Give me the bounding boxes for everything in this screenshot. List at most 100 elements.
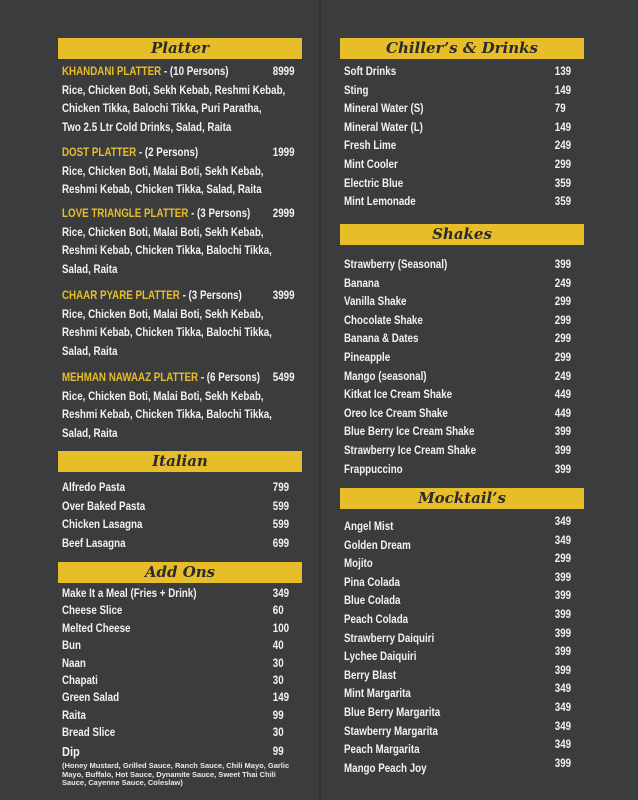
item-price: 60 (272, 605, 284, 618)
item-name: Bread Slice (62, 727, 116, 740)
item-name: Peach Margarita (344, 744, 420, 757)
dip-name: Dip (62, 744, 80, 759)
platter-name: LOVE TRIANGLE PLATTER (62, 208, 189, 220)
item-name: Vanilla Shake (344, 296, 407, 309)
platter-description: Rice, Chicken Boti, Malai Boti, Sekh Keb… (62, 308, 264, 321)
platter-description: Reshmi Kebab, Chicken Tikka, Balochi Tik… (62, 327, 272, 340)
dip-note-2: Hot Sauce, Dynamite Sauce, Sweet Thai Ch… (62, 769, 276, 788)
item-name: Mint Margarita (344, 688, 411, 701)
item-name: Beef Lasagna (62, 537, 126, 550)
item-name: Blue Berry Margarita (344, 706, 441, 719)
item-price: 149 (554, 84, 572, 97)
item-name: Soft Drinks (344, 66, 397, 78)
platter-price: 5499 (272, 372, 295, 384)
menu-item: Mango (seasonal) 249 (344, 368, 580, 387)
item-name: Mango (seasonal) (344, 370, 427, 383)
platter-description: Rice, Chicken Boti, Sekh Kebab, Reshmi K… (62, 84, 286, 97)
platter-description: Salad, Raita (62, 345, 118, 358)
platter-price: 3999 (272, 290, 295, 302)
menu-item: Alfredo Pasta 799 (62, 479, 298, 498)
menu-item: Banana 249 (344, 275, 580, 294)
item-price: 399 (554, 627, 572, 640)
item-price: 399 (554, 590, 572, 603)
item-name: Blue Berry Ice Cream Shake (344, 426, 475, 439)
menu-item: Golden Dream 349 (344, 535, 580, 556)
platter-name: CHAAR PYARE PLATTER (62, 290, 180, 302)
italian-header: Italian (58, 451, 302, 472)
item-name: Golden Dream (344, 539, 411, 552)
menu-item: Lychee Daiquiri 399 (344, 646, 580, 667)
item-price: 399 (554, 664, 572, 677)
menu-item: Oreo Ice Cream Shake 449 (344, 405, 580, 424)
item-price: 349 (554, 739, 572, 752)
item-price: 349 (554, 720, 572, 733)
item-name: Kitkat Ice Cream Shake (344, 389, 453, 402)
item-name: Oreo Ice Cream Shake (344, 407, 448, 420)
platter-description: Reshmi Kebab, Chicken Tikka, Salad, Rait… (62, 184, 262, 197)
menu-item: Electric Blue 359 (344, 175, 580, 194)
menu-item: Bread Slice 30 (62, 725, 298, 742)
right-column: Chiller’s & Drinks Soft Drinks 139 Sting 14… (340, 0, 584, 800)
dip-notes: (Honey Mustard, Grilled Sauce, Ranch Sau… (62, 761, 300, 788)
mocktails-header: Mocktail’s (340, 488, 584, 509)
item-name: Strawberry Daiquiri (344, 632, 435, 645)
item-price: 449 (554, 389, 572, 402)
menu-item: Mint Margarita 349 (344, 683, 580, 704)
item-price: 299 (554, 351, 572, 364)
item-name: Peach Colada (344, 613, 409, 626)
dip-item: Dip 99 (62, 743, 298, 762)
menu-item: Angel Mist 349 (344, 516, 580, 537)
item-name: Electric Blue (344, 177, 404, 190)
menu-item: Mint Lemonade 359 (344, 193, 580, 212)
italian-list: Alfredo Pasta 799 Over Baked Pasta 599 Chick… (62, 479, 298, 553)
menu-item: Banana & Dates 299 (344, 330, 580, 349)
item-name: Angel Mist (344, 521, 394, 533)
shakes-header: Shakes (340, 224, 584, 245)
item-price: 399 (554, 426, 572, 439)
item-name: Mango Peach Joy (344, 762, 427, 775)
item-name: Mineral Water (L) (344, 121, 423, 134)
item-price: 79 (554, 103, 566, 116)
menu-item: Blue Berry Margarita 349 (344, 702, 580, 723)
item-name: Chapati (62, 674, 98, 687)
item-price: 349 (554, 701, 572, 714)
item-price: 249 (554, 277, 572, 290)
item-name: Blue Colada (344, 595, 401, 608)
item-name: Melted Cheese (62, 622, 131, 635)
item-name: Mojito (344, 558, 373, 571)
item-price: 99 (272, 709, 284, 722)
drinks-header: Chiller’s & Drinks (340, 38, 584, 59)
menu-item: Strawberry Daiquiri 399 (344, 628, 580, 649)
platter-name: KHANDANI PLATTER (62, 66, 162, 78)
menu-item: Beef Lasagna 699 (62, 535, 298, 554)
menu-item: Green Salad 149 (62, 690, 298, 707)
item-name: Chicken Lasagna (62, 519, 143, 532)
item-price: 399 (554, 608, 572, 621)
platter-description: Rice, Chicken Boti, Malai Boti, Sekh Keb… (62, 165, 264, 178)
platter-item: CHAAR PYARE PLATTER - (3 Persons) 3999 Ric… (62, 287, 298, 361)
item-name: Berry Blast (344, 669, 397, 682)
menu-item: Cheese Slice 60 (62, 603, 298, 620)
dip-price: 99 (272, 746, 284, 758)
platter-item: MEHMAN NAWAAZ PLATTER - (6 Persons) 5499 R… (62, 369, 298, 443)
menu-item: Bun 40 (62, 638, 298, 655)
menu-item: Soft Drinks 139 (344, 63, 580, 82)
menu-item: Peach Margarita 349 (344, 739, 580, 760)
platter-description: Reshmi Kebab, Chicken Tikka, Balochi Tik… (62, 245, 272, 258)
mocktails-list: Angel Mist 349 Golden Dream 349 Mojito 299 Pin… (344, 516, 580, 778)
item-price: 349 (554, 516, 572, 528)
item-name: Green Salad (62, 692, 120, 705)
item-name: Pineapple (344, 351, 391, 364)
platter-description: Rice, Chicken Boti, Malai Boti, Sekh Keb… (62, 226, 264, 239)
menu-item: Chocolate Shake 299 (344, 312, 580, 331)
item-price: 30 (272, 657, 284, 670)
platter-price: 2999 (272, 208, 295, 220)
item-price: 249 (554, 140, 572, 153)
menu-item: Mojito 299 (344, 553, 580, 574)
item-price: 299 (554, 314, 572, 327)
column-divider (319, 0, 321, 800)
item-price: 399 (554, 571, 572, 584)
item-name: Banana & Dates (344, 333, 419, 346)
platter-item: LOVE TRIANGLE PLATTER - (3 Persons) 2999 R… (62, 205, 298, 279)
